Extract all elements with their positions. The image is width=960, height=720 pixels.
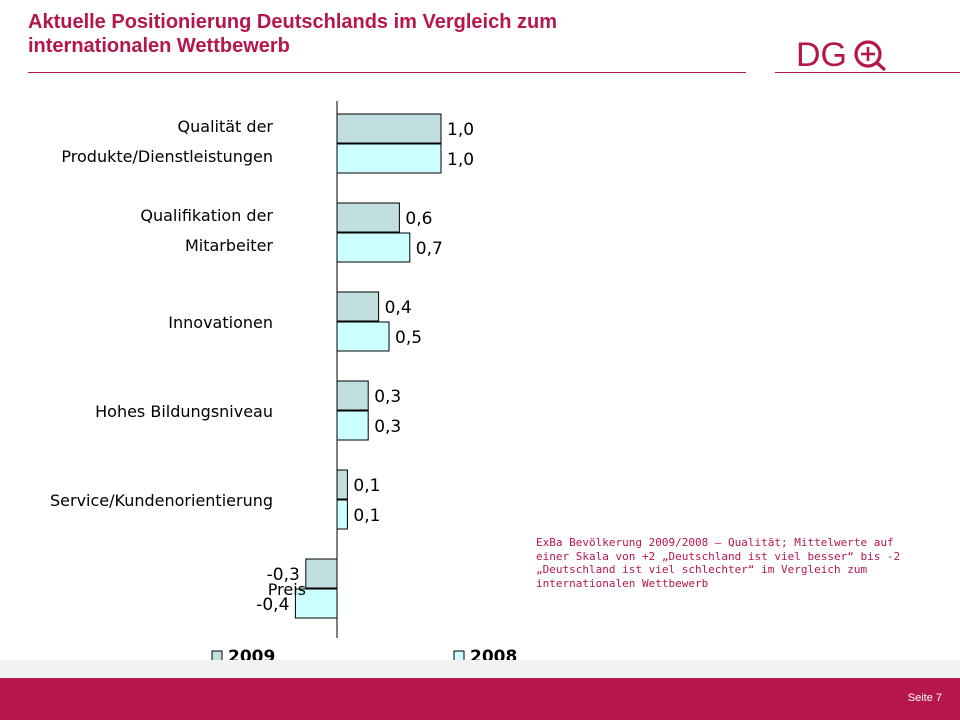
value-label-2009-3: 0,3 — [374, 387, 401, 407]
logo-divider — [775, 72, 960, 73]
source-note: ExBa Bevölkerung 2009/2008 – Qualität; M… — [536, 536, 901, 590]
bar-2008-0 — [336, 143, 442, 174]
bar-2009-5 — [305, 558, 338, 589]
bar-2009-4 — [336, 469, 348, 500]
value-label-2008-0: 1,0 — [447, 150, 474, 170]
title-divider — [28, 72, 746, 73]
value-label-2009-5: -0,3 — [267, 565, 300, 585]
page-number: Seite 7 — [907, 692, 942, 704]
logo-q-ring — [854, 40, 882, 68]
bar-2008-1 — [336, 232, 411, 263]
value-label-2009-0: 1,0 — [447, 120, 474, 140]
bar-2008-5 — [294, 588, 338, 619]
bar-2008-3 — [336, 410, 369, 441]
logo-q-tail — [874, 60, 887, 72]
title-line-2: internationalen Wettbewerb — [28, 35, 290, 57]
dgq-logo: DG — [796, 36, 887, 72]
value-label-2008-5: -0,4 — [256, 595, 289, 615]
value-label-2008-4: 0,1 — [353, 506, 380, 526]
value-label-2009-2: 0,4 — [385, 298, 412, 318]
value-label-2008-1: 0,7 — [416, 239, 443, 259]
category-label-5-0: Preis — [268, 580, 306, 599]
footer-bar — [0, 678, 960, 720]
category-label-4-0: Service/Kundenorientierung — [50, 491, 273, 510]
chart-bars — [294, 113, 442, 619]
value-label-2009-1: 0,6 — [405, 209, 432, 229]
value-label-2009-4: 0,1 — [353, 476, 380, 496]
category-label-0-0: Qualität der — [178, 117, 274, 136]
page-title: Aktuelle Positionierung Deutschlands im … — [28, 10, 728, 58]
footer-band — [0, 660, 960, 678]
title-line-1: Aktuelle Positionierung Deutschlands im … — [28, 11, 558, 33]
value-label-2008-2: 0,5 — [395, 328, 422, 348]
bar-2009-0 — [336, 113, 442, 144]
chart-labels: 1,0 1,0 Qualität der Produkte/Dienstleistun… — [50, 117, 474, 615]
bar-2009-1 — [336, 202, 400, 233]
logo-text: DG — [796, 36, 847, 72]
bar-2009-3 — [336, 380, 369, 411]
category-label-3-0: Hohes Bildungsniveau — [95, 402, 273, 421]
category-label-1-1: Mitarbeiter — [185, 236, 273, 255]
category-label-2-0: Innovationen — [168, 313, 273, 332]
bar-2008-4 — [336, 499, 348, 530]
bar-2008-2 — [336, 321, 390, 352]
value-label-2008-3: 0,3 — [374, 417, 401, 437]
category-label-1-0: Qualifikation der — [140, 206, 273, 225]
category-label-0-1: Produkte/Dienstleistungen — [61, 147, 273, 166]
bar-2009-2 — [336, 291, 380, 322]
